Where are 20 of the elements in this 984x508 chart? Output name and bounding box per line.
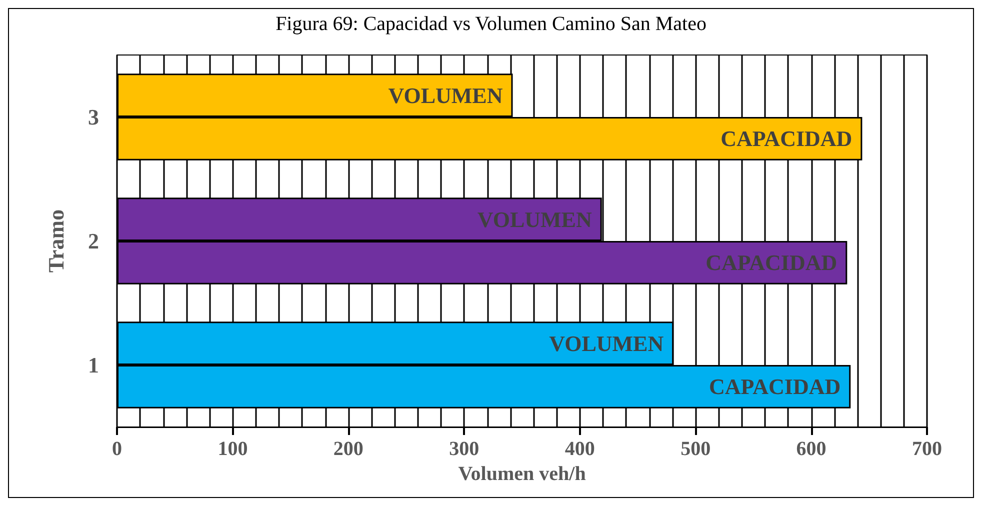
x-axis-title: Volumen veh/h — [458, 462, 586, 485]
x-tick-label: 500 — [680, 438, 711, 460]
y-tick-label: 2 — [88, 228, 99, 254]
x-tick-label: 100 — [218, 438, 248, 460]
x-tick-label: 600 — [796, 438, 826, 460]
text: CAPACIDAD — [720, 126, 852, 152]
y-tick-label: 1 — [88, 352, 99, 378]
x-tick-label: 200 — [333, 438, 364, 460]
y-axis-title: Tramo — [44, 209, 68, 273]
text: VOLUMEN — [388, 82, 503, 108]
text: CAPACIDAD — [709, 374, 841, 400]
y-tick-label: 3 — [88, 104, 99, 130]
x-tick-label: 0 — [112, 438, 122, 460]
series-label: CAPACIDAD — [706, 250, 838, 276]
chart-title: Figura 69: Capacidad vs Volumen Camino San Mateo — [276, 13, 706, 35]
x-tick-label: 700 — [912, 438, 942, 460]
text: VOLUMEN — [549, 330, 664, 356]
x-tick-label: 400 — [564, 438, 595, 460]
series-label: VOLUMEN — [477, 206, 592, 232]
x-tick-label: 300 — [449, 438, 480, 460]
